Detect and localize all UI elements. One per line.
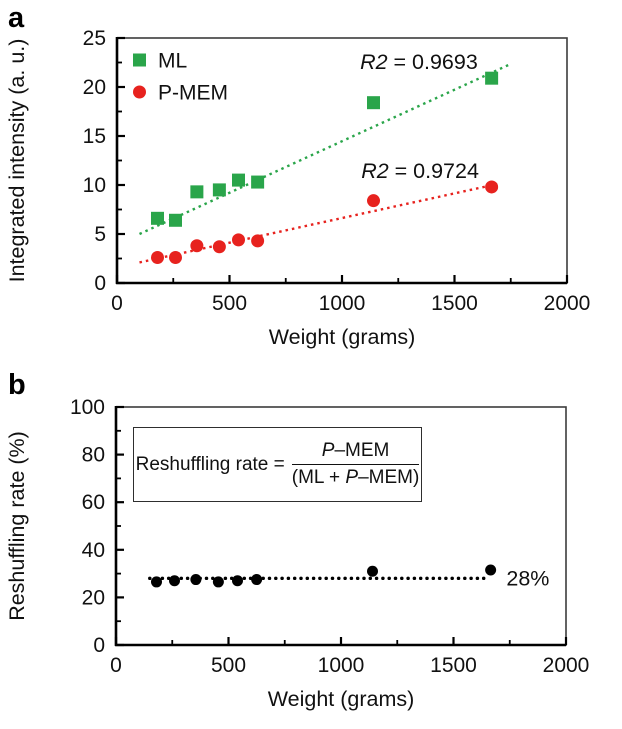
x-tick-label: 1000 [318, 654, 365, 677]
data-point [232, 575, 243, 587]
legend-marker-p-mem [133, 85, 146, 99]
x-axis-title: Weight (grams) [269, 325, 416, 349]
data-point [251, 175, 265, 189]
x-tick-label: 1000 [319, 292, 366, 315]
data-point [485, 564, 497, 576]
x-axis-title: Weight (grams) [268, 687, 415, 711]
annotation: R2 = 0.9724 [361, 159, 479, 183]
formula-box: Reshuffling rate = P–MEM (ML + P–MEM) [133, 427, 422, 502]
panel-a-label: a [8, 2, 25, 34]
y-tick-label: 20 [83, 76, 106, 99]
panel-b-label: b [8, 369, 26, 401]
data-point [169, 251, 182, 265]
trend-line-ml [139, 63, 511, 236]
formula-denominator: (ML + P–MEM) [291, 467, 420, 488]
y-axis-title: Reshuffling rate (%) [5, 431, 29, 621]
data-point [232, 233, 245, 247]
data-point [367, 565, 378, 577]
x-tick-label: 2000 [544, 292, 591, 315]
x-tick-label: 0 [111, 292, 123, 315]
plot-border [116, 37, 568, 284]
trend-line-p-mem [139, 182, 498, 264]
data-point [190, 185, 204, 199]
data-point [212, 183, 226, 197]
data-point [169, 575, 180, 587]
y-tick-label: 100 [70, 396, 105, 419]
panel-b: b 0 500 1000 1500 2000 0 20 40 60 80 100 Weight (gr… [0, 365, 622, 729]
x-tick-label: 0 [110, 654, 122, 677]
data-point [232, 173, 245, 187]
x-tick-label: 1500 [431, 292, 478, 315]
x-tick-label: 2000 [543, 654, 590, 677]
y-tick-label: 0 [93, 634, 105, 657]
data-point [212, 576, 224, 588]
formula-numerator: P–MEM [291, 440, 420, 465]
y-tick-label: 0 [94, 272, 106, 295]
legend-marker-ml [133, 53, 146, 67]
data-point [190, 574, 202, 586]
data-point [190, 239, 204, 253]
y-tick-label: 5 [94, 223, 106, 246]
formula-lhs: Reshuffling rate = [135, 453, 285, 475]
y-tick-label: 15 [83, 125, 106, 148]
legend-label: P-MEM [158, 82, 228, 105]
annotation: R2 = 0.9693 [360, 50, 478, 74]
y-axis-title: Integrated intensity (a. u.) [5, 39, 29, 283]
y-tick-label: 20 [82, 586, 105, 609]
panel-b-chart: 0 500 1000 1500 2000 0 20 40 60 80 100 Weight (gram… [5, 396, 590, 711]
y-tick-label: 40 [82, 539, 105, 562]
x-tick-label: 500 [211, 654, 246, 677]
y-tick-label: 25 [83, 27, 106, 50]
data-point [251, 574, 263, 586]
data-point [151, 576, 162, 588]
data-point [367, 96, 380, 110]
panel-a: a 0 500 1000 1500 2000 0 5 10 15 20 25 Weight (gram… [5, 2, 591, 350]
data-point [212, 240, 226, 254]
data-point [151, 211, 164, 225]
y-tick-label: 60 [82, 491, 105, 514]
y-tick-label: 80 [82, 444, 105, 467]
data-point [151, 251, 164, 265]
annotation: 28% [506, 566, 549, 590]
x-tick-label: 1500 [430, 654, 477, 677]
legend-label: ML [158, 50, 187, 73]
data-point [485, 71, 499, 85]
data-point [485, 180, 499, 194]
panel-a-chart: 0 500 1000 1500 2000 0 5 10 15 20 25 Weight (grams)… [5, 27, 591, 349]
data-point [367, 194, 380, 208]
formula-fraction: P–MEM (ML + P–MEM) [291, 440, 420, 489]
y-tick-label: 10 [83, 174, 106, 197]
data-point [251, 234, 265, 248]
x-tick-label: 500 [212, 292, 247, 315]
data-point [169, 213, 182, 227]
